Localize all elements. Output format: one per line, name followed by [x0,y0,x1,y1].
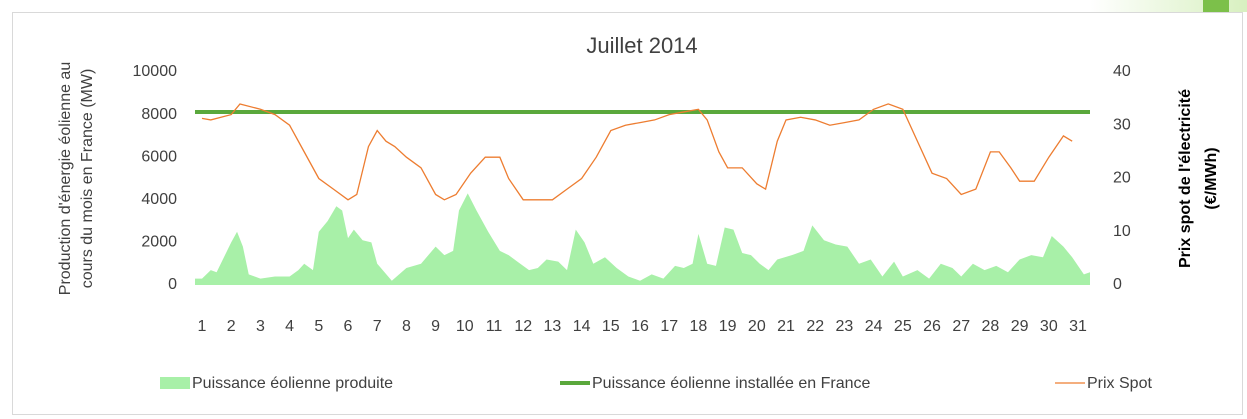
x-tick-label: 10 [456,318,474,335]
x-tick-label: 28 [982,318,1000,335]
y-tick-label: 0 [168,276,177,293]
chart-title: Juillet 2014 [586,33,697,58]
x-tick-label: 1 [198,318,207,335]
area [195,193,1090,285]
x-tick-label: 12 [514,318,532,335]
x-tick-label: 20 [748,318,766,335]
x-tick-label: 21 [777,318,795,335]
x-tick-label: 18 [690,318,708,335]
x-tick-label: 6 [344,318,353,335]
x-tick-label: 19 [719,318,737,335]
line [201,103,1073,201]
y-axis-title: Production d'énergie éolienne au [57,62,74,295]
y2-tick-label: 0 [1113,276,1122,293]
x-tick-label: 11 [486,318,503,335]
x-tick-label: 2 [227,318,236,335]
x-tick-label: 13 [544,318,562,335]
chart-border [12,12,1243,415]
y-tick-label: 4000 [141,191,177,208]
x-tick-label: 3 [256,318,265,335]
x-tick-label: 30 [1040,318,1058,335]
y2-tick-label: 10 [1113,223,1131,240]
y2-axis-title: Prix spot de l'électricité [1177,89,1194,268]
x-tick-label: 4 [285,318,294,335]
y2-axis-title: (€/MWh) [1203,147,1220,209]
x-tick-label: 7 [373,318,382,335]
y-tick-label: 8000 [141,106,177,123]
legend-label: Puissance éolienne installée en France [592,375,871,392]
decoration [1203,0,1229,12]
x-tick-label: 25 [894,318,912,335]
x-tick-label: 16 [631,318,649,335]
x-tick-label: 24 [865,318,883,335]
x-tick-label: 26 [923,318,941,335]
y-tick-label: 2000 [141,234,177,251]
y-tick-label: 10000 [133,63,178,80]
y2-tick-label: 40 [1113,63,1131,80]
legend-swatch [160,377,190,389]
y-tick-label: 6000 [141,148,177,165]
y-axis-title: cours du mois en France (MW) [79,69,96,289]
x-tick-label: 14 [573,318,591,335]
legend-label: Prix Spot [1087,375,1152,392]
y2-tick-label: 30 [1113,116,1131,133]
x-tick-label: 23 [836,318,854,335]
x-tick-label: 22 [806,318,824,335]
y2-tick-label: 20 [1113,170,1131,187]
x-tick-label: 29 [1011,318,1029,335]
legend-label: Puissance éolienne produite [192,375,393,392]
x-tick-label: 5 [314,318,323,335]
x-tick-label: 17 [660,318,678,335]
x-tick-label: 31 [1069,318,1087,335]
x-tick-label: 8 [402,318,411,335]
x-tick-label: 15 [602,318,620,335]
x-tick-label: 9 [431,318,440,335]
x-tick-label: 27 [952,318,970,335]
